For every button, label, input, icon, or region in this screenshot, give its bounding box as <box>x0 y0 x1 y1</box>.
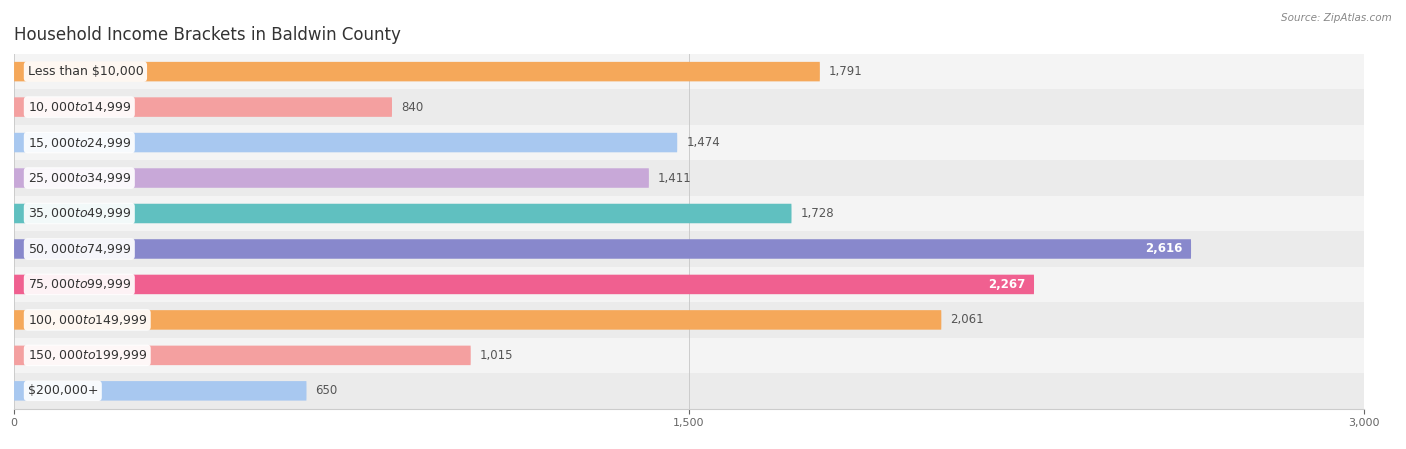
Text: 1,728: 1,728 <box>800 207 834 220</box>
Text: 650: 650 <box>315 384 337 397</box>
Text: $10,000 to $14,999: $10,000 to $14,999 <box>28 100 131 114</box>
Bar <box>14 160 1364 196</box>
Bar <box>14 338 1364 373</box>
Text: Source: ZipAtlas.com: Source: ZipAtlas.com <box>1281 13 1392 23</box>
Text: 2,616: 2,616 <box>1144 242 1182 255</box>
FancyBboxPatch shape <box>14 97 392 117</box>
Text: Household Income Brackets in Baldwin County: Household Income Brackets in Baldwin Cou… <box>14 26 401 44</box>
Text: $75,000 to $99,999: $75,000 to $99,999 <box>28 277 131 291</box>
Bar <box>14 302 1364 338</box>
FancyBboxPatch shape <box>14 381 307 401</box>
FancyBboxPatch shape <box>14 168 650 188</box>
Text: $25,000 to $34,999: $25,000 to $34,999 <box>28 171 131 185</box>
Bar <box>14 54 1364 89</box>
Text: $50,000 to $74,999: $50,000 to $74,999 <box>28 242 131 256</box>
FancyBboxPatch shape <box>14 275 1033 294</box>
Text: 1,791: 1,791 <box>830 65 863 78</box>
Text: 2,267: 2,267 <box>988 278 1025 291</box>
Text: $150,000 to $199,999: $150,000 to $199,999 <box>28 348 148 362</box>
FancyBboxPatch shape <box>14 62 820 81</box>
Bar <box>14 373 1364 409</box>
FancyBboxPatch shape <box>14 239 1191 259</box>
Text: 840: 840 <box>401 101 423 114</box>
FancyBboxPatch shape <box>14 204 792 223</box>
FancyBboxPatch shape <box>14 346 471 365</box>
Bar <box>14 89 1364 125</box>
FancyBboxPatch shape <box>14 310 942 330</box>
FancyBboxPatch shape <box>14 133 678 152</box>
Bar <box>14 267 1364 302</box>
Text: $200,000+: $200,000+ <box>28 384 98 397</box>
Text: $35,000 to $49,999: $35,000 to $49,999 <box>28 207 131 220</box>
Bar <box>14 196 1364 231</box>
Text: $15,000 to $24,999: $15,000 to $24,999 <box>28 136 131 150</box>
Bar <box>14 231 1364 267</box>
Text: Less than $10,000: Less than $10,000 <box>28 65 143 78</box>
Text: 1,411: 1,411 <box>658 172 692 185</box>
Bar <box>14 125 1364 160</box>
Text: $100,000 to $149,999: $100,000 to $149,999 <box>28 313 148 327</box>
Text: 1,474: 1,474 <box>686 136 720 149</box>
Text: 2,061: 2,061 <box>950 313 984 326</box>
Text: 1,015: 1,015 <box>479 349 513 362</box>
